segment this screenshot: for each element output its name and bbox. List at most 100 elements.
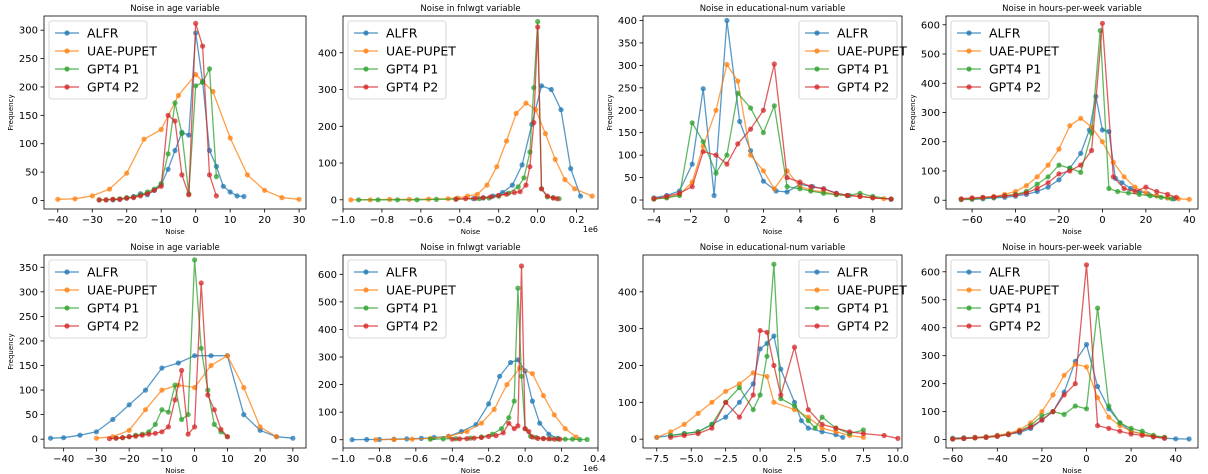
data-point	[860, 434, 867, 440]
legend-marker	[814, 269, 820, 275]
data-point	[77, 432, 83, 438]
y-tick-label: 0	[631, 196, 637, 207]
x-tick-label: −40	[53, 454, 74, 465]
series-uae-pupet	[348, 100, 595, 203]
data-point	[241, 385, 247, 391]
data-point	[139, 432, 145, 438]
data-point	[500, 189, 506, 196]
data-point	[819, 414, 825, 420]
y-axis-label: Frequency	[7, 333, 15, 369]
subplot-8: Noise in hours-per-week variable −60 −40 −2…	[921, 243, 1199, 474]
data-point	[1083, 341, 1090, 348]
y-tick-label: 150	[19, 111, 38, 122]
legend-label: GPT4 P2	[989, 80, 1041, 95]
data-point	[791, 344, 798, 350]
x-tick-label: 0.4	[590, 454, 606, 465]
data-point	[375, 197, 381, 203]
data-point	[797, 179, 803, 185]
data-point	[969, 195, 975, 201]
data-point	[172, 382, 178, 388]
legend: ALFR UAE-PUPET GPT4 P1 GPT4 P2	[347, 20, 456, 100]
data-point	[748, 126, 754, 132]
data-point	[736, 414, 743, 420]
data-point	[414, 197, 420, 203]
data-point	[723, 414, 729, 420]
data-point	[711, 192, 717, 199]
data-point	[1005, 432, 1012, 438]
data-point	[546, 436, 552, 442]
legend-marker	[814, 84, 820, 90]
data-point	[296, 196, 302, 202]
x-tick-label: 8	[870, 215, 876, 226]
data-point	[821, 186, 827, 192]
data-point	[980, 194, 986, 200]
y-tick-label: 0	[631, 435, 637, 446]
subplot-title: Noise in educational-num variable	[700, 243, 846, 253]
data-point	[695, 431, 701, 437]
x-tick-label: −40	[47, 215, 68, 226]
data-point	[364, 436, 370, 443]
data-point	[1056, 146, 1062, 152]
x-tick-label: 30	[293, 215, 306, 226]
data-point	[552, 156, 558, 162]
data-point	[527, 164, 533, 170]
legend-label: UAE-PUPET	[87, 44, 157, 59]
data-point	[819, 429, 825, 435]
x-tick-label: −20	[116, 215, 137, 226]
y-tick-label: 100	[618, 151, 637, 162]
data-point	[464, 428, 470, 435]
y-tick-label: 200	[618, 106, 637, 117]
data-point	[1034, 174, 1040, 180]
legend-box	[347, 259, 447, 339]
data-point	[562, 436, 568, 442]
data-point	[736, 399, 743, 405]
data-point	[558, 107, 564, 113]
data-point	[805, 425, 811, 431]
data-point	[805, 418, 811, 424]
data-point	[427, 436, 433, 442]
x-tick-label: 6	[833, 215, 839, 226]
data-point	[748, 105, 754, 111]
data-point	[1089, 147, 1095, 154]
data-point	[179, 367, 185, 373]
x-tick-label: −10	[151, 215, 172, 226]
data-point	[151, 187, 157, 193]
data-point	[152, 421, 158, 427]
data-point	[61, 435, 67, 441]
legend-label: GPT4 P1	[87, 301, 139, 316]
data-point	[193, 71, 199, 78]
series-line	[670, 329, 899, 440]
x-tick-label: 0.2	[554, 454, 570, 465]
data-point	[961, 435, 967, 442]
subplot-7: Noise in educational-num variable −7.5 −5.…	[618, 243, 909, 474]
legend-label: ALFR	[837, 265, 869, 280]
data-point	[972, 435, 978, 441]
data-point	[137, 193, 144, 199]
y-axis-label: Frequency	[909, 94, 917, 130]
data-point	[562, 426, 568, 432]
data-point	[185, 431, 191, 437]
subplot-2: Noise in fnlwgt variable −1.0 −0.8 −0.6 −0.4…	[318, 4, 599, 236]
data-point	[808, 188, 814, 194]
legend-label: ALFR	[87, 265, 119, 280]
data-point	[186, 132, 192, 138]
data-point	[110, 196, 116, 202]
axes-frame	[642, 15, 903, 210]
y-tick-label: 600	[318, 270, 337, 281]
data-point	[771, 399, 777, 405]
data-point	[491, 406, 497, 412]
data-point	[72, 196, 78, 202]
x-tick-label: −4	[647, 215, 662, 226]
data-point	[819, 425, 825, 431]
data-point	[531, 120, 537, 126]
x-axis-label: Noise	[763, 228, 782, 236]
legend-marker	[966, 30, 972, 36]
data-point	[833, 425, 839, 431]
y-tick-label: 150	[618, 128, 637, 139]
data-point	[165, 166, 171, 172]
data-point	[844, 192, 850, 199]
legend-marker	[966, 269, 972, 275]
legend-marker	[966, 323, 972, 329]
axis-offset-text: 1e6	[583, 225, 598, 234]
data-point	[175, 92, 181, 99]
